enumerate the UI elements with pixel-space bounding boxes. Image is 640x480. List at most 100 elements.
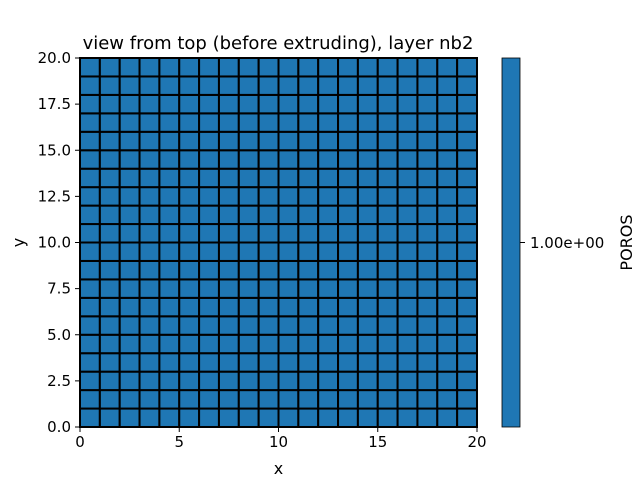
- grid-cell: [138, 315, 161, 336]
- grid-cell: [337, 407, 359, 428]
- grid-cell: [158, 223, 181, 244]
- grid-cell: [178, 315, 201, 336]
- x-axis-ticks: 0 5 10 15 20: [75, 427, 487, 451]
- grid-cell: [79, 241, 101, 262]
- grid-cell: [257, 186, 280, 207]
- grid-cell: [158, 167, 181, 189]
- grid-cell: [79, 389, 101, 410]
- grid-cell: [396, 186, 419, 207]
- grid-cell: [297, 57, 320, 78]
- grid-cell: [79, 186, 101, 207]
- grid-cell: [456, 352, 478, 373]
- grid-cell: [297, 407, 320, 428]
- y-tick-label: 7.5: [47, 280, 71, 298]
- grid-cell: [98, 241, 121, 262]
- grid-cell: [217, 278, 240, 299]
- grid-cell: [396, 389, 419, 410]
- grid-cell: [138, 186, 161, 207]
- grid-cell: [436, 315, 459, 336]
- grid-cell: [376, 112, 399, 133]
- grid-cell: [158, 112, 181, 133]
- grid-cell: [198, 112, 220, 133]
- grid-cell: [376, 296, 399, 318]
- grid-cell: [138, 167, 161, 189]
- grid-cell: [436, 389, 459, 410]
- grid-cell: [79, 223, 101, 244]
- grid-cell: [396, 167, 419, 189]
- grid-cell: [257, 112, 280, 133]
- grid-cell: [178, 278, 201, 299]
- grid-cell: [237, 241, 260, 262]
- grid-cell: [396, 315, 419, 336]
- grid-cell: [456, 296, 478, 318]
- y-tick-label: 5.0: [47, 326, 71, 344]
- grid-cell: [317, 130, 340, 152]
- grid-cell: [237, 259, 260, 281]
- x-tick-label: 20: [467, 433, 486, 451]
- grid-cell: [356, 75, 379, 96]
- grid-cell: [198, 149, 220, 170]
- grid-cell: [217, 75, 240, 96]
- grid-cell: [297, 186, 320, 207]
- grid-cell: [178, 296, 201, 318]
- grid-cell: [277, 333, 300, 355]
- grid-cell: [396, 75, 419, 96]
- grid-cell: [158, 259, 181, 281]
- grid-cell: [456, 75, 478, 96]
- grid-cell: [337, 333, 359, 355]
- grid-cell: [456, 259, 478, 281]
- grid-cell: [396, 204, 419, 226]
- grid-cell: [436, 333, 459, 355]
- grid-cell: [317, 241, 340, 262]
- grid-cell: [277, 407, 300, 428]
- grid-cell: [356, 223, 379, 244]
- grid-cell: [356, 241, 379, 262]
- grid-cell: [277, 241, 300, 262]
- cell-grid: [79, 57, 478, 428]
- grid-cell: [317, 186, 340, 207]
- grid-cell: [376, 333, 399, 355]
- grid-cell: [198, 389, 220, 410]
- grid-cell: [178, 204, 201, 226]
- grid-cell: [98, 186, 121, 207]
- grid-cell: [217, 389, 240, 410]
- grid-cell: [79, 112, 101, 133]
- grid-cell: [79, 57, 101, 78]
- grid-cell: [198, 259, 220, 281]
- y-tick-label: 12.5: [38, 187, 71, 205]
- x-tick-label: 15: [368, 433, 387, 451]
- grid-cell: [257, 352, 280, 373]
- chart-title: view from top (before extruding), layer …: [83, 33, 474, 54]
- grid-cell: [98, 296, 121, 318]
- grid-cell: [217, 241, 240, 262]
- grid-cell: [436, 93, 459, 115]
- grid-cell: [118, 149, 141, 170]
- grid-cell: [396, 333, 419, 355]
- grid-cell: [376, 130, 399, 152]
- grid-cell: [416, 204, 439, 226]
- grid-cell: [79, 93, 101, 115]
- grid-cell: [317, 333, 340, 355]
- grid-cell: [317, 57, 340, 78]
- grid-cell: [436, 204, 459, 226]
- grid-cell: [138, 112, 161, 133]
- grid-cell: [237, 57, 260, 78]
- grid-cell: [376, 241, 399, 262]
- grid-cell: [79, 204, 101, 226]
- grid-cell: [376, 204, 399, 226]
- grid-cell: [436, 130, 459, 152]
- grid-cell: [277, 112, 300, 133]
- grid-cell: [257, 149, 280, 170]
- grid-cell: [158, 241, 181, 262]
- y-axis-label: y: [9, 238, 28, 247]
- grid-cell: [98, 259, 121, 281]
- grid-cell: [79, 407, 101, 428]
- grid-cell: [337, 315, 359, 336]
- colorbar: [501, 57, 521, 428]
- grid-cell: [217, 315, 240, 336]
- grid-cell: [198, 204, 220, 226]
- grid-cell: [416, 149, 439, 170]
- grid-cell: [217, 370, 240, 392]
- grid-cell: [337, 112, 359, 133]
- y-tick-label: 10.0: [38, 234, 71, 252]
